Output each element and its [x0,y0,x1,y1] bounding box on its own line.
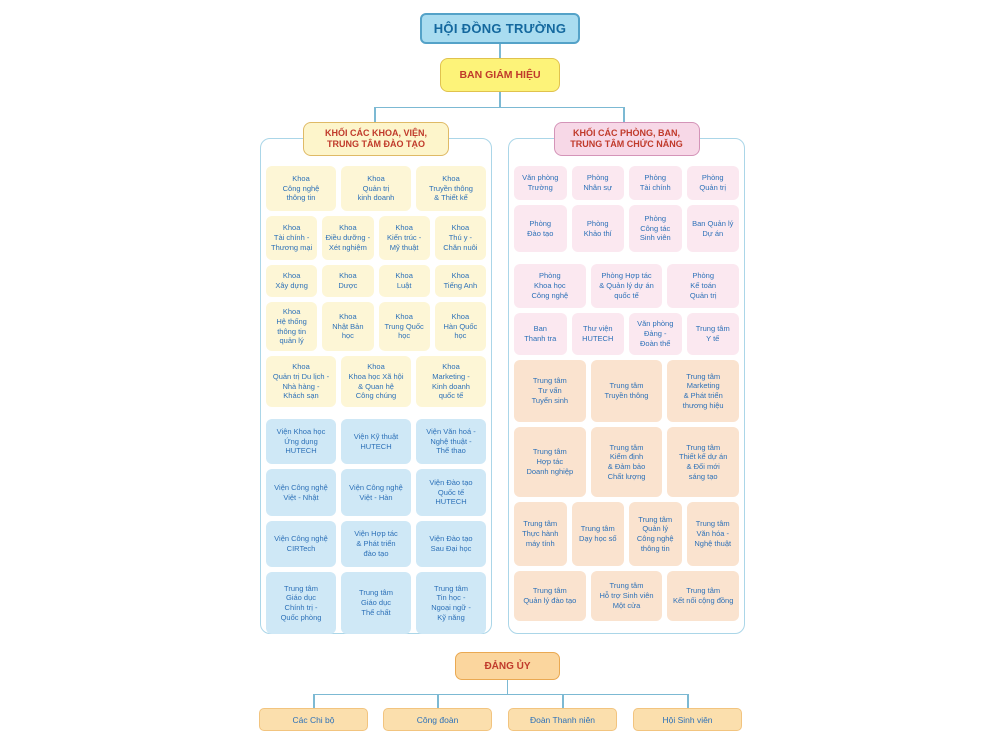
org-node: Trung tâm Thiết kế dự án & Đổi mới sáng … [667,427,740,497]
org-node: Khoa Luật [378,265,430,297]
node-trade-union: Công đoàn [383,708,492,731]
faculty-row: Khoa Quản trị Du lịch - Nhà hàng - Khách… [266,356,486,407]
connector [499,43,501,58]
center-row: Trung tâm Quản lý đào tạo Trung tâm Hỗ t… [514,571,740,621]
faculty-row: Khoa Công nghệ thông tin Khoa Quản trị k… [266,166,486,211]
connector [687,694,689,708]
node-board-of-rectors: BAN GIÁM HIỆU [440,58,560,92]
faculty-row: Khoa Xây dựng Khoa Dược Khoa Luật Khoa T… [266,265,486,297]
center-row: Trung tâm Thực hành máy tính Trung tâm D… [514,502,739,566]
org-node: Khoa Marketing - Kinh doanh quốc tế [416,356,486,407]
institute-row: Viện Công nghệ Việt - Nhật Viện Công ngh… [266,469,486,516]
org-node: Phòng Kế toán Quản trị [667,264,740,308]
org-node: Khoa Kiến trúc - Mỹ thuật [378,216,430,260]
org-node: Viện Hợp tác & Phát triển đào tạo [341,521,411,567]
org-node: Viện Công nghệ Việt - Hàn [341,469,411,516]
org-node: Trung tâm Marketing & Phát triển thương … [667,360,740,422]
panel-functional-block: KHỐI CÁC PHÒNG, BAN, TRUNG TÂM CHỨC NĂNG… [508,122,745,634]
org-node: Ban Quản lý Dự án [686,205,739,252]
org-node: Viện Văn hoá - Nghệ thuật - Thể thao [416,419,486,464]
node-party-committee: ĐẢNG ỦY [455,652,560,680]
org-node: Khoa Tiếng Anh [434,265,486,297]
center-row: Trung tâm Hợp tác Doanh nghiệp Trung tâm… [514,427,740,497]
org-node: Trung tâm Hợp tác Doanh nghiệp [514,427,586,497]
node-school-council: HỘI ĐỒNG TRƯỜNG [420,13,580,44]
office-row: Phòng Đào tạo Phòng Khảo thí Phòng Công … [514,205,739,252]
academic-block-header: KHỐI CÁC KHOA, VIỆN, TRUNG TÂM ĐÀO TẠO [303,122,449,156]
org-node: Trung tâm Giáo dục Thể chất [341,572,411,634]
functional-block-header: KHỐI CÁC PHÒNG, BAN, TRUNG TÂM CHỨC NĂNG [553,122,700,156]
org-node: Phòng Đào tạo [514,205,567,252]
org-node: Văn phòng Trường [514,166,567,200]
org-node: Trung tâm Tư vấn Tuyển sinh [514,360,586,422]
org-node: Phòng Khảo thí [571,205,624,252]
center-row: Trung tâm Tư vấn Tuyển sinh Trung tâm Tr… [514,360,740,422]
org-node: Trung tâm Kết nối cộng đồng [667,571,740,621]
org-node: Phòng Khoa học Công nghệ [514,264,586,308]
org-node: Trung tâm Tin học - Ngoại ngữ - Kỹ năng [416,572,486,634]
org-node: Trung tâm Y tế [686,313,739,355]
org-node: Khoa Tài chính - Thương mại [266,216,318,260]
org-node: Trung tâm Quản lý Công nghệ thông tin [629,502,682,566]
institute-row: Viện Công nghệ CIRTech Viện Hợp tác & Ph… [266,521,486,567]
org-node: Trung tâm Truyền thông [590,360,663,422]
org-node: Viện Công nghệ CIRTech [266,521,336,567]
org-node: Viện Kỹ thuật HUTECH [341,419,411,464]
org-node: Khoa Truyền thông & Thiết kế [416,166,486,211]
org-node: Phòng Quản trị [686,166,739,200]
node-party-cells: Các Chi bộ [259,708,368,731]
connector [374,107,376,123]
connector [374,106,624,109]
institute-row: Trung tâm Giáo dục Chính trị - Quốc phòn… [266,572,486,634]
org-node: Phòng Công tác Sinh viên [629,205,682,252]
org-node: Phòng Tài chính [629,166,682,200]
office-row: Văn phòng Trường Phòng Nhân sự Phòng Tài… [514,166,739,200]
org-node: Khoa Nhật Bản học [322,302,374,351]
institute-row: Viện Khoa học Ứng dụng HUTECH Viện Kỹ th… [266,419,486,464]
office-row: Phòng Khoa học Công nghệ Phòng Hợp tác &… [514,264,740,308]
org-node: Viện Công nghệ Việt - Nhật [266,469,336,516]
office-row: Ban Thanh tra Thư viện HUTECH Văn phòng … [514,313,739,355]
org-node: Viện Đào tạo Quốc tế HUTECH [416,469,486,516]
org-node: Khoa Hàn Quốc học [434,302,486,351]
org-node: Phòng Hợp tác & Quản lý dự án quốc tế [590,264,663,308]
org-node: Trung tâm Giáo dục Chính trị - Quốc phòn… [266,572,336,634]
connector [562,694,564,708]
connector [623,107,625,123]
org-node: Khoa Công nghệ thông tin [266,166,336,211]
org-node: Viện Khoa học Ứng dụng HUTECH [266,419,336,464]
org-node: Khoa Dược [322,265,374,297]
org-node: Khoa Quản trị kinh doanh [341,166,411,211]
org-node: Ban Thanh tra [514,313,567,355]
panel-academic-block: KHỐI CÁC KHOA, VIỆN, TRUNG TÂM ĐÀO TẠO K… [260,122,492,634]
org-node: Thư viện HUTECH [571,313,624,355]
org-node: Phòng Nhân sự [571,166,624,200]
org-node: Khoa Thú y - Chăn nuôi [434,216,486,260]
org-node: Trung tâm Thực hành máy tính [514,502,567,566]
org-node: Viện Đào tạo Sau Đại học [416,521,486,567]
org-node: Trung tâm Dạy học số [571,502,624,566]
node-youth-union: Đoàn Thanh niên [508,708,617,731]
org-node: Trung tâm Văn hóa - Nghệ thuật [686,502,739,566]
org-node: Trung tâm Hỗ trợ Sinh viên Một cửa [590,571,663,621]
org-node: Khoa Điều dưỡng - Xét nghiệm [322,216,374,260]
org-node: Khoa Hệ thống thông tin quản lý [266,302,318,351]
connector [313,693,689,696]
connector [499,92,501,107]
connector [506,680,509,694]
org-node: Trung tâm Quản lý đào tạo [514,571,586,621]
connector [313,694,315,708]
org-node: Khoa Xây dựng [266,265,318,297]
org-node: Khoa Khoa học Xã hội & Quan hệ Công chún… [341,356,411,407]
faculty-row: Khoa Tài chính - Thương mại Khoa Điều dư… [266,216,486,260]
node-student-association: Hội Sinh viên [633,708,742,731]
org-node: Khoa Quản trị Du lịch - Nhà hàng - Khách… [266,356,336,407]
connector [437,694,439,708]
faculty-row: Khoa Hệ thống thông tin quản lý Khoa Nhậ… [266,302,486,351]
org-node: Khoa Trung Quốc học [378,302,430,351]
org-node: Văn phòng Đảng - Đoàn thể [629,313,682,355]
org-node: Trung tâm Kiểm định & Đảm bảo Chất lượng [590,427,663,497]
